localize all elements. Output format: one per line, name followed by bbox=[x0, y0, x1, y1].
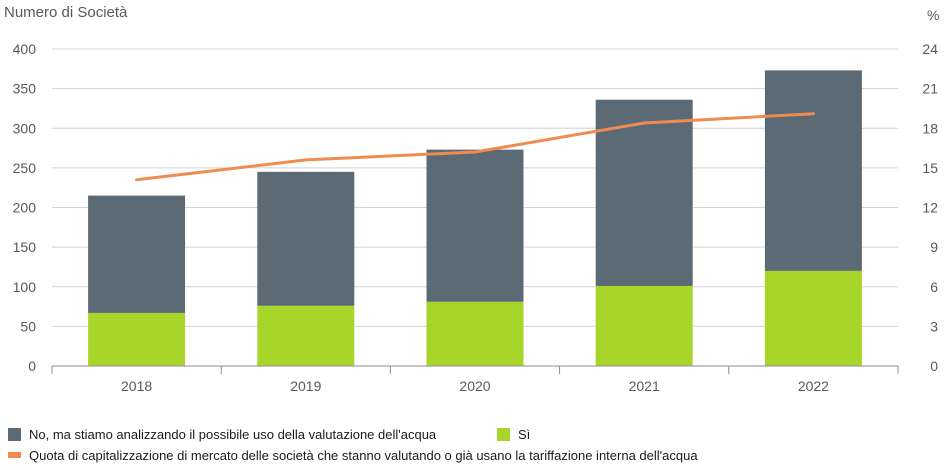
legend-swatch-si bbox=[497, 428, 510, 441]
bar-si bbox=[595, 285, 693, 366]
y-tick-left: 100 bbox=[13, 279, 37, 295]
y-tick-right: 12 bbox=[922, 200, 938, 216]
y-tick-left: 400 bbox=[13, 41, 37, 57]
y-tick-left: 0 bbox=[28, 358, 36, 374]
y-tick-left: 350 bbox=[13, 81, 37, 97]
y-tick-right: 21 bbox=[922, 81, 938, 97]
y-tick-left: 50 bbox=[20, 318, 36, 334]
line-series bbox=[135, 112, 815, 182]
bars bbox=[88, 70, 862, 366]
bar-si bbox=[426, 301, 524, 366]
legend-swatch-no bbox=[8, 428, 21, 441]
bar-no bbox=[764, 70, 862, 271]
y-tick-right: 18 bbox=[922, 120, 938, 136]
y-axis-right-title: % bbox=[927, 7, 939, 23]
y-tick-right: 9 bbox=[930, 239, 938, 255]
y-tick-right: 3 bbox=[930, 318, 938, 334]
x-tick-label: 2018 bbox=[121, 378, 152, 394]
y-tick-right: 6 bbox=[930, 279, 938, 295]
x-tick-label: 2020 bbox=[459, 378, 490, 394]
axes: 0 50 100 150 200 250 300 350 400 0 3 6 9 12 15 18 21 24 20… bbox=[13, 41, 939, 394]
x-tick-label: 2019 bbox=[290, 378, 321, 394]
x-tick-label: 2022 bbox=[798, 378, 829, 394]
y-tick-right: 24 bbox=[922, 41, 938, 57]
bar-si bbox=[88, 312, 186, 366]
line-quota-capitalizzazione bbox=[135, 112, 815, 182]
bar-no bbox=[426, 149, 524, 302]
legend-swatch-quota bbox=[8, 452, 21, 458]
legend-label-no: No, ma stiamo analizzando il possibile u… bbox=[29, 427, 437, 442]
y-axis-left-title: Numero di Società bbox=[4, 4, 128, 21]
y-tick-left: 250 bbox=[13, 160, 37, 176]
bar-no bbox=[257, 171, 355, 306]
legend-label-si: Sì bbox=[518, 427, 530, 442]
x-tick-label: 2021 bbox=[629, 378, 660, 394]
y-tick-right: 0 bbox=[930, 358, 938, 374]
y-tick-left: 300 bbox=[13, 120, 37, 136]
bar-no bbox=[595, 99, 693, 286]
bar-si bbox=[764, 270, 862, 366]
legend-label-quota: Quota di capitalizzazione di mercato del… bbox=[29, 448, 698, 463]
bar-si bbox=[257, 305, 355, 366]
bar-no bbox=[88, 195, 186, 313]
legend: No, ma stiamo analizzando il possibile u… bbox=[8, 427, 698, 463]
y-tick-right: 15 bbox=[922, 160, 938, 176]
y-tick-left: 200 bbox=[13, 200, 37, 216]
y-tick-left: 150 bbox=[13, 239, 37, 255]
